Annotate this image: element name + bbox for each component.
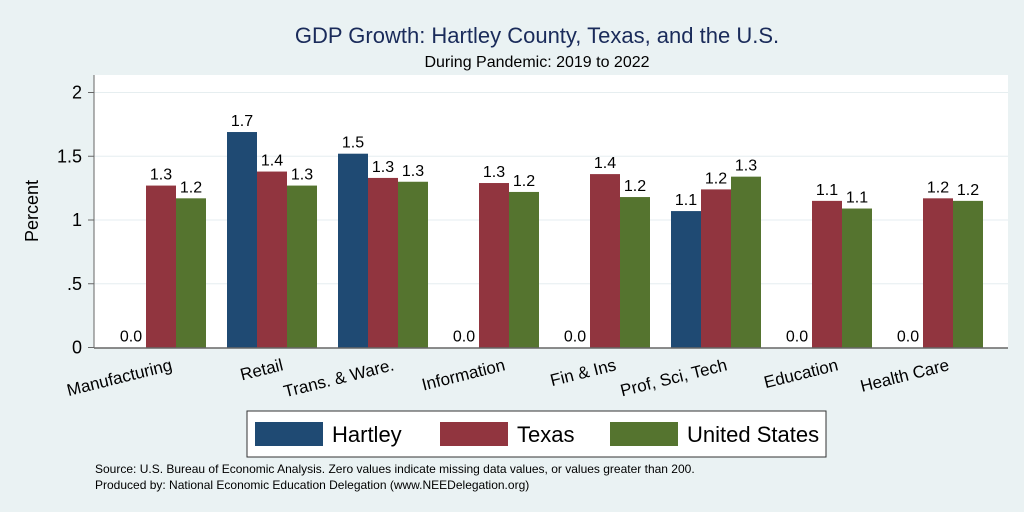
bar-texas [812,200,842,348]
legend-swatch-united-states [610,422,678,446]
bar-texas [923,198,953,348]
y-tick-label: 0 [72,338,82,358]
category-label: Prof, Sci, Tech [618,355,729,400]
legend-swatch-texas [440,422,508,446]
bar-united-states [620,197,650,348]
category-label: Information [420,355,507,394]
data-label: 1.1 [816,182,838,199]
data-label: 1.3 [150,167,172,184]
legend-label: United States [687,422,819,447]
y-ticks: 0 .5 1 1.5 2 [57,83,94,358]
data-label: 1.1 [675,192,697,209]
bar-united-states [509,191,539,348]
data-label: 0.0 [564,329,586,346]
legend-items: Hartley Texas United States [255,422,819,447]
bar-united-states [287,185,317,348]
data-label: 1.4 [594,155,616,172]
data-label: 0.0 [897,329,919,346]
data-label: 1.2 [705,170,727,187]
data-label: 1.1 [846,190,868,207]
bar-texas [146,185,176,348]
data-label: 1.3 [372,159,394,176]
bar-texas [257,171,287,348]
source-note: Source: U.S. Bureau of Economic Analysis… [95,462,695,476]
data-label: 1.2 [927,179,949,196]
legend-label: Texas [517,422,574,447]
category-label: Trans. & Ware. [282,355,396,401]
value-labels: 0.0 1.3 1.2 1.7 1.4 1.3 1.5 1.3 1.3 0.0 1.3 1.2 0.0 1… [120,113,979,345]
data-label: 0.0 [786,329,808,346]
bar-united-states [398,181,428,348]
data-label: 1.3 [483,164,505,181]
bar-united-states [176,198,206,348]
producer-note: Produced by: National Economic Education… [95,478,529,492]
bars [146,132,983,348]
data-label: 1.2 [957,182,979,199]
y-tick-label: 1.5 [57,146,82,166]
chart-subtitle: During Pandemic: 2019 to 2022 [424,54,649,71]
y-axis-label: Percent [22,180,42,242]
legend-label: Hartley [332,422,402,447]
data-label: 1.4 [261,153,283,170]
bar-hartley [338,153,368,348]
bar-texas [590,174,620,348]
legend-swatch-hartley [255,422,323,446]
bar-hartley [227,132,257,348]
data-label: 1.2 [513,173,535,190]
data-label: 0.0 [453,329,475,346]
category-label: Fin & Ins [548,355,618,390]
bar-united-states [731,176,761,348]
data-label: 0.0 [120,329,142,346]
bar-texas [701,189,731,348]
bar-united-states [953,200,983,348]
data-label: 1.2 [624,178,646,195]
bar-texas [479,183,509,348]
y-tick-label: .5 [67,274,82,294]
y-tick-label: 2 [72,83,82,103]
bar-hartley [671,211,701,348]
legend [246,410,827,458]
data-label: 1.3 [402,163,424,180]
category-label: Retail [238,355,285,384]
data-label: 1.5 [342,135,364,152]
category-label: Education [762,355,840,392]
chart-title: GDP Growth: Hartley County, Texas, and t… [295,23,779,48]
category-label: Health Care [858,355,951,395]
category-label: Manufacturing [65,355,174,399]
bar-united-states [842,208,872,348]
data-label: 1.2 [180,179,202,196]
data-label: 1.7 [231,113,253,130]
data-label: 1.3 [735,158,757,175]
y-tick-label: 1 [72,210,82,230]
bar-texas [368,177,398,348]
data-label: 1.3 [291,167,313,184]
